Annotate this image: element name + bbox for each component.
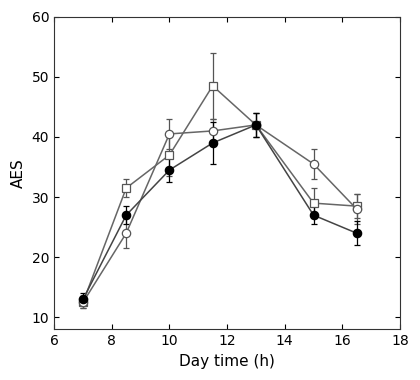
Y-axis label: AES: AES <box>11 158 26 188</box>
X-axis label: Day time (h): Day time (h) <box>179 354 275 369</box>
